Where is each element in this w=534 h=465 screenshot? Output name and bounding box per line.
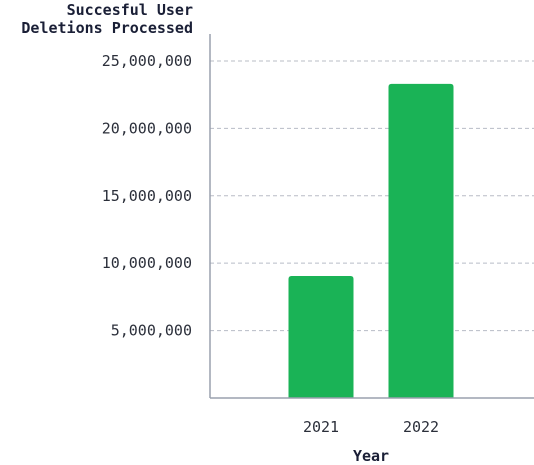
y-tick-label: 15,000,000 bbox=[102, 187, 192, 205]
y-tick-labels: 5,000,000 10,000,000 15,000,000 20,000,000 2… bbox=[102, 52, 192, 340]
gridlines bbox=[210, 60, 534, 332]
y-tick-label: 5,000,000 bbox=[111, 322, 192, 340]
y-axis-title-line-2: Deletions Processed bbox=[21, 19, 193, 37]
bars bbox=[288, 83, 454, 399]
bar-2022 bbox=[388, 83, 454, 399]
y-tick-label: 25,000,000 bbox=[102, 52, 192, 70]
y-tick-label: 20,000,000 bbox=[102, 119, 192, 137]
y-tick-label: 10,000,000 bbox=[102, 254, 192, 272]
x-tick-labels: 2021 2022 bbox=[303, 418, 439, 436]
bar-2021 bbox=[288, 275, 354, 398]
x-tick-label: 2021 bbox=[303, 418, 339, 436]
axes bbox=[209, 34, 534, 399]
y-axis-title-line-1: Succesful User bbox=[66, 1, 193, 19]
y-axis-title: Succesful User Deletions Processed bbox=[21, 1, 193, 37]
x-axis-title: Year bbox=[352, 447, 390, 465]
x-tick-label: 2022 bbox=[403, 418, 439, 436]
